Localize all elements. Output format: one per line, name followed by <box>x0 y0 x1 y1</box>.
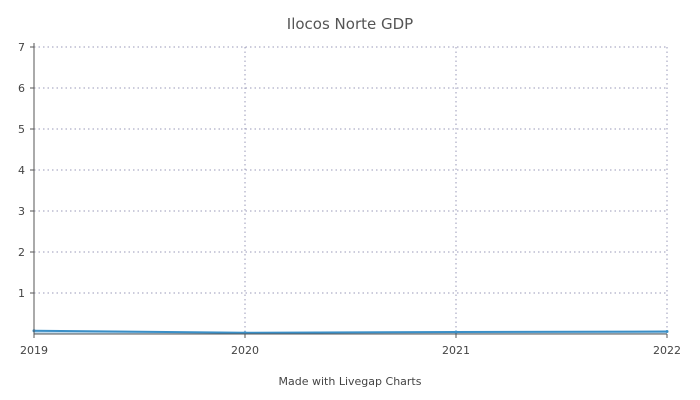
y-tick-label: 7 <box>18 41 25 54</box>
chart-title: Ilocos Norte GDP <box>287 15 413 33</box>
plot-area <box>32 329 669 335</box>
axes <box>30 43 668 338</box>
grid <box>34 46 668 334</box>
data-point[interactable] <box>665 330 669 334</box>
y-tick-label: 1 <box>18 287 25 300</box>
y-tick-label: 3 <box>18 205 25 218</box>
x-tick-label: 2022 <box>653 344 681 357</box>
x-tick-label: 2021 <box>442 344 470 357</box>
y-tick-label: 2 <box>18 246 25 259</box>
footer-credit: Made with Livegap Charts <box>279 375 422 388</box>
x-tick-label: 2019 <box>20 344 48 357</box>
y-tick-label: 5 <box>18 123 25 136</box>
data-point[interactable] <box>454 330 458 334</box>
y-tick-label: 6 <box>18 82 25 95</box>
y-axis-ticks: 1 2 3 4 5 6 7 <box>18 41 25 300</box>
series-line <box>33 329 668 334</box>
x-tick-label: 2020 <box>231 344 259 357</box>
y-tick-label: 4 <box>18 164 25 177</box>
x-axis-ticks: 2019 2020 2021 2022 <box>20 344 681 357</box>
